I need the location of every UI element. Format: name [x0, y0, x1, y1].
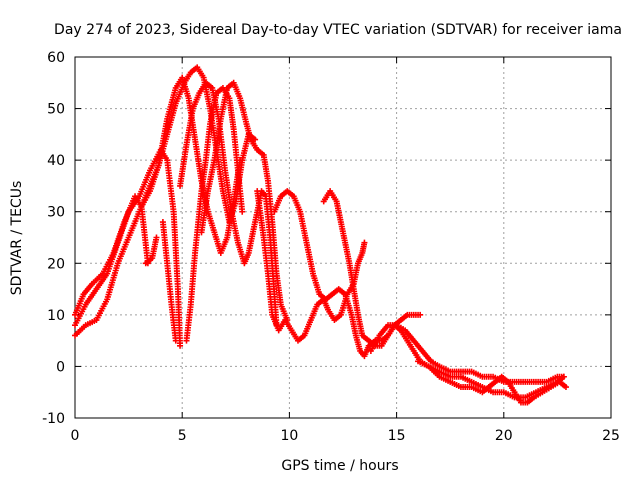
data-point [361, 239, 368, 246]
x-tick-label: 20 [495, 428, 513, 444]
series-track-9 [159, 219, 179, 344]
x-tick-label: 0 [71, 428, 80, 444]
data-points [72, 64, 569, 406]
plot-frame [74, 56, 612, 419]
axis-ticks: 0 5 10 15 20 25 -10 0 10 20 30 40 50 60 [42, 50, 620, 444]
x-axis-label: GPS time / hours [281, 458, 398, 474]
data-point [560, 373, 567, 380]
series-track-7 [183, 84, 246, 344]
data-point [177, 342, 184, 349]
y-tick-label: 50 [47, 102, 65, 118]
chart-title: Day 274 of 2023, Sidereal Day-to-day VTE… [54, 22, 622, 38]
y-tick-label: 0 [56, 359, 65, 375]
data-point [172, 337, 179, 344]
series-track-10 [254, 188, 368, 344]
x-tick-label: 25 [602, 428, 620, 444]
y-tick-label: -10 [42, 411, 65, 427]
y-tick-label: 30 [47, 205, 65, 221]
x-tick-label: 10 [280, 428, 298, 444]
series-track-14 [415, 358, 569, 406]
series-track-8 [142, 234, 160, 267]
grid-lines [75, 57, 611, 418]
y-tick-label: 20 [47, 256, 65, 272]
x-tick-label: 5 [178, 428, 187, 444]
data-point [239, 208, 246, 215]
series-track-2 [72, 193, 151, 318]
series-track-6 [198, 79, 291, 324]
series-track-13 [367, 322, 567, 385]
data-point [417, 311, 424, 318]
y-tick-label: 40 [47, 153, 65, 169]
y-tick-label: 60 [47, 50, 65, 66]
y-axis-label: SDTVAR / TECUs [9, 181, 25, 296]
x-tick-label: 15 [388, 428, 406, 444]
data-point [153, 234, 160, 241]
y-tick-label: 10 [47, 308, 65, 324]
data-point [562, 384, 569, 391]
